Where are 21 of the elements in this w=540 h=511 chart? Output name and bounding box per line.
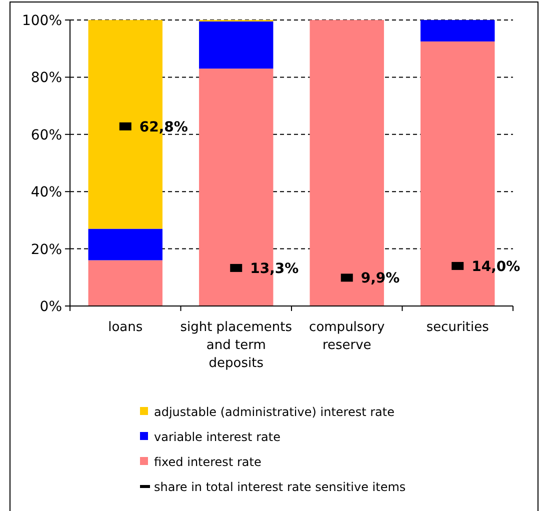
y-tick-label: 80% xyxy=(30,70,62,86)
y-tick-label: 60% xyxy=(30,127,62,144)
x-tick-label: sight placements and term deposits xyxy=(180,320,292,371)
legend-label: adjustable (administrative) interest rate xyxy=(154,405,394,419)
x-tick-label: compulsory reserve xyxy=(309,320,385,353)
legend-label: fixed interest rate xyxy=(154,455,262,469)
y-tick-label: 100% xyxy=(22,13,62,29)
legend-label: variable interest rate xyxy=(154,430,280,444)
data-label: 9,9% xyxy=(360,270,400,287)
y-tick-label: 40% xyxy=(30,184,62,201)
bar xyxy=(420,20,495,42)
bar xyxy=(88,228,162,260)
x-tick-label: securities xyxy=(426,320,490,335)
y-tick-label: 20% xyxy=(30,242,62,258)
x-tick-label: loans xyxy=(108,320,143,335)
bar xyxy=(199,21,274,69)
y-tick-label: 0% xyxy=(40,299,62,315)
data-label: 14,0% xyxy=(472,258,520,275)
data-label: 13,3% xyxy=(250,260,299,277)
legend-label: share in total interest rate sensitive items xyxy=(154,480,406,494)
bar xyxy=(88,260,162,306)
